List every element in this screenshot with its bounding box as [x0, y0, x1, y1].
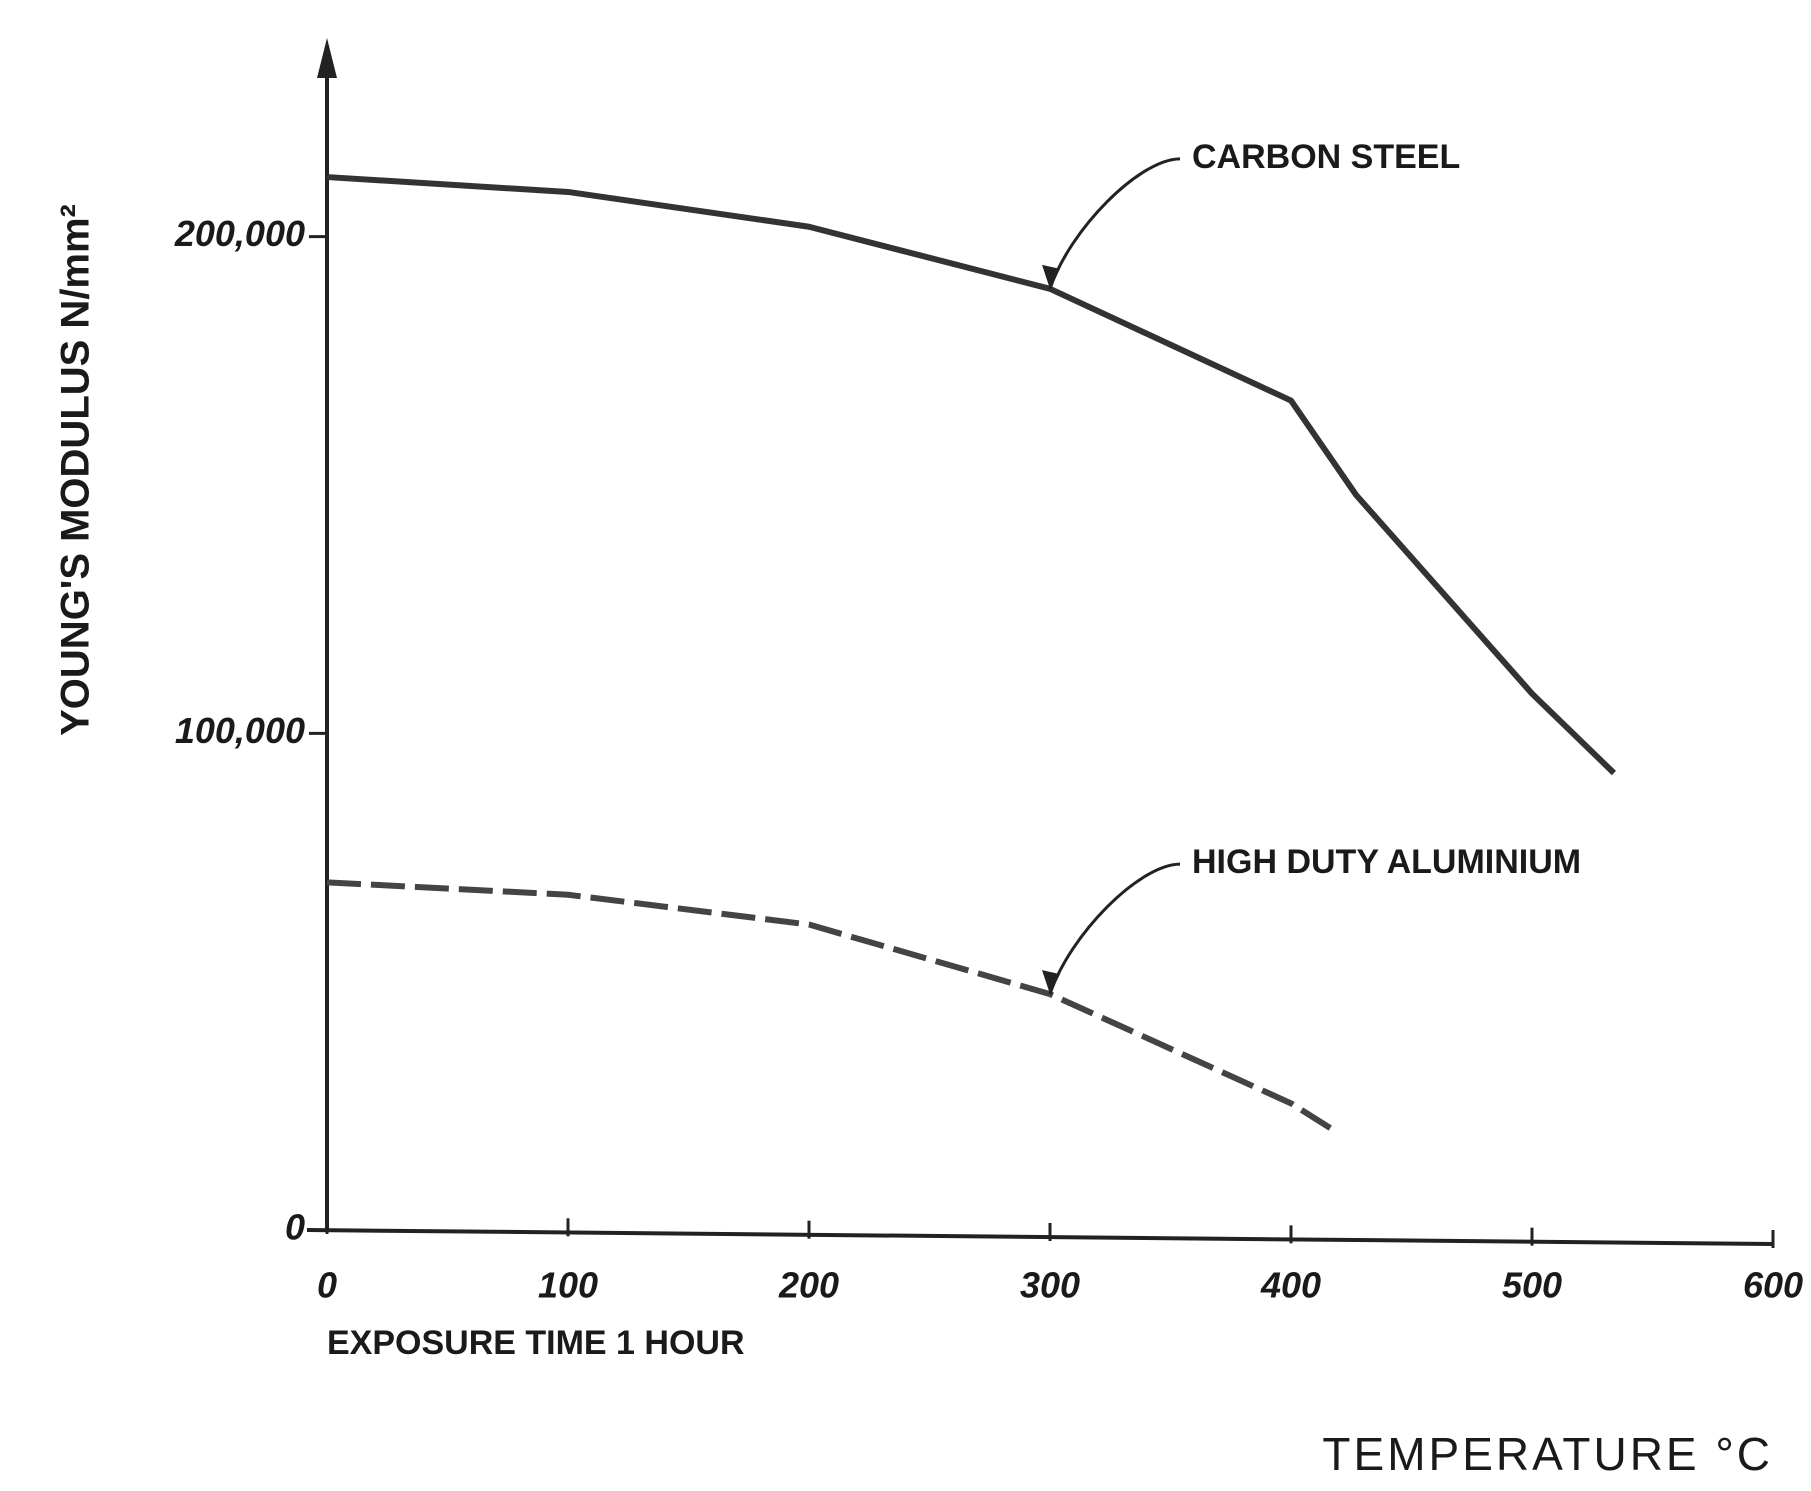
- series-line: [327, 882, 1334, 1130]
- x-tick-label: 400: [1260, 1265, 1321, 1306]
- y-tick-label: 200,000: [174, 213, 305, 254]
- x-tick-label: 100: [538, 1265, 598, 1306]
- y-axis-arrow: [317, 38, 337, 78]
- annotation: EXPOSURE TIME 1 HOUR: [327, 1324, 745, 1362]
- x-tick-label: 300: [1020, 1265, 1080, 1306]
- x-axis-label: TEMPERATURE °C: [1322, 1428, 1773, 1480]
- x-tick-label: 200: [778, 1265, 839, 1306]
- x-axis: [307, 1230, 1773, 1244]
- chart: YOUNG'S MODULUS N/mm² EXPOSURE TIME 1 HO…: [0, 0, 1811, 1491]
- y-tick-label: 100,000: [175, 710, 305, 751]
- leader-line: [1050, 864, 1180, 994]
- series-label: CARBON STEEL: [1192, 138, 1460, 176]
- x-tick-label: 0: [317, 1265, 337, 1306]
- series-label: HIGH DUTY ALUMINIUM: [1192, 843, 1581, 881]
- y-axis-label: YOUNG'S MODULUS N/mm²: [54, 204, 98, 736]
- y-tick-label: 0: [285, 1207, 305, 1248]
- series-line: [327, 177, 1614, 773]
- x-tick-label: 500: [1502, 1265, 1562, 1306]
- leader-line: [1050, 159, 1180, 289]
- x-tick-label: 600: [1743, 1265, 1803, 1306]
